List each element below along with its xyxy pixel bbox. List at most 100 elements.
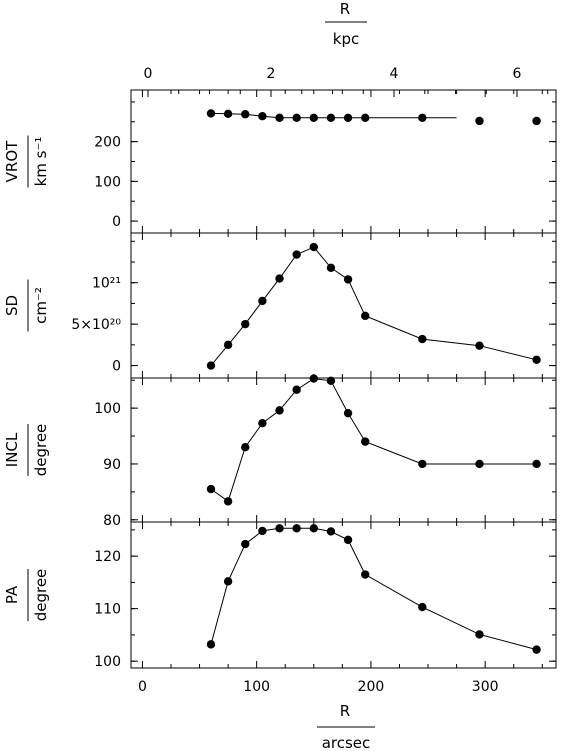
data-point — [361, 311, 370, 321]
bottom-axis-unit: arcsec — [322, 734, 371, 751]
y-tick-label: 0 — [112, 359, 121, 375]
y-tick-label: 110 — [94, 602, 121, 618]
data-point — [326, 527, 336, 536]
data-point — [258, 526, 267, 536]
y-tick-label: 80 — [103, 513, 121, 529]
data-point — [223, 577, 233, 586]
y-tick-label: 5×10²⁰ — [71, 317, 121, 333]
top-tick-label: 4 — [390, 66, 399, 82]
panel-frame — [130, 232, 557, 379]
data-point — [326, 113, 336, 123]
data-point — [475, 116, 484, 126]
y-tick-label: 10²¹ — [92, 276, 121, 292]
data-point — [258, 112, 267, 121]
y-axis-unit: degree — [32, 569, 50, 622]
data-point — [361, 437, 370, 446]
data-point — [241, 539, 250, 549]
panels: 0 100 200 VROT km s⁻¹ 0 5×10²⁰ 10²¹ SD cm⁻² 80 90 10… — [3, 89, 557, 670]
y-axis-unit: km s⁻¹ — [32, 137, 50, 187]
panel-frame — [130, 377, 557, 523]
data-point — [475, 341, 484, 350]
data-point — [343, 113, 353, 123]
data-point — [292, 250, 301, 259]
data-point — [275, 274, 284, 283]
data-point — [206, 361, 216, 370]
data-point — [292, 385, 301, 394]
panel-frame — [130, 89, 557, 234]
data-point — [223, 497, 233, 506]
data-point — [326, 263, 336, 272]
data-point — [275, 524, 284, 533]
y-axis-label: INCL — [3, 432, 21, 467]
series-line — [210, 378, 537, 503]
y-axis-label: PA — [3, 585, 21, 604]
y-tick-label: 100 — [94, 401, 121, 417]
top-axis: R kpc — [325, 0, 367, 48]
data-point — [206, 109, 216, 118]
data-point — [343, 408, 353, 418]
data-point — [532, 116, 541, 126]
data-point — [343, 275, 353, 284]
data-point — [309, 374, 318, 383]
bottom-tick-label: 100 — [243, 679, 270, 695]
data-point — [418, 602, 427, 612]
data-point — [223, 340, 233, 350]
data-point — [532, 355, 541, 364]
y-axis-unit: degree — [32, 424, 50, 477]
data-point — [361, 570, 370, 579]
data-point — [309, 113, 318, 123]
data-point — [275, 113, 284, 123]
data-point — [418, 334, 427, 344]
data-point — [532, 645, 541, 654]
data-point — [326, 376, 336, 385]
panel-sd: 0 5×10²⁰ 10²¹ SD cm⁻² — [3, 232, 557, 379]
data-point — [343, 535, 353, 545]
y-tick-label: 120 — [94, 549, 121, 565]
data-point — [309, 524, 318, 533]
data-point — [292, 524, 301, 533]
data-point — [258, 419, 267, 428]
bottom-tick-label: 300 — [472, 679, 499, 695]
top-axis-label: R — [340, 0, 350, 18]
data-point — [475, 459, 484, 469]
y-tick-label: 90 — [103, 457, 121, 473]
data-point — [532, 459, 541, 469]
data-point — [361, 113, 370, 123]
data-point — [258, 296, 267, 306]
series-line — [210, 246, 537, 366]
data-point — [241, 319, 250, 329]
data-point — [223, 109, 233, 119]
data-point — [309, 242, 318, 252]
data-point — [418, 459, 427, 469]
panel-frame — [130, 521, 557, 669]
data-point — [475, 630, 484, 639]
panel-incl: 80 90 100 INCL degree — [3, 374, 557, 529]
bottom-tick-label: 200 — [358, 679, 385, 695]
bottom-tick-label: 0 — [138, 679, 147, 695]
y-tick-label: 0 — [112, 214, 121, 230]
y-tick-label: 100 — [94, 654, 121, 670]
y-tick-label: 100 — [94, 174, 121, 190]
data-point — [241, 110, 250, 119]
top-tick-label: 2 — [267, 66, 276, 82]
y-axis-label: VROT — [3, 140, 21, 182]
panel-pa: 100 110 120 PA degree — [3, 521, 557, 670]
y-tick-label: 200 — [94, 135, 121, 151]
top-tick-label: 6 — [513, 66, 522, 82]
data-point — [418, 113, 427, 123]
tick-labels: 0 2 4 6 0 100 200 300 — [138, 66, 522, 695]
bottom-axis-label: R — [340, 702, 350, 720]
top-tick-label: 0 — [144, 66, 153, 82]
y-axis-label: SD — [3, 295, 21, 316]
data-point — [292, 113, 301, 123]
y-axis-unit: cm⁻² — [32, 287, 50, 324]
series-line — [210, 527, 537, 651]
top-axis-unit: kpc — [333, 30, 359, 48]
data-point — [275, 406, 284, 415]
data-point — [206, 640, 216, 649]
panel-vrot: 0 100 200 VROT km s⁻¹ — [3, 89, 557, 234]
data-point — [241, 443, 250, 452]
data-point — [206, 484, 216, 494]
bottom-axis: R arcsec — [317, 702, 375, 751]
